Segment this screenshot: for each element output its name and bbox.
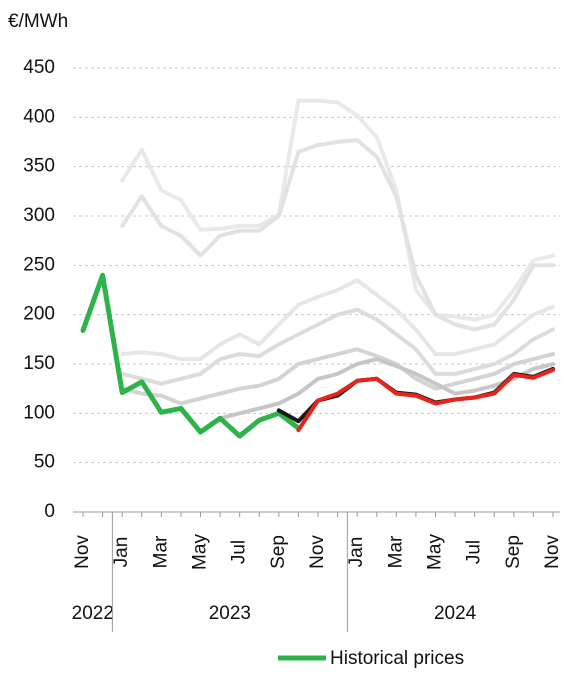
y-tick-label: 100 (23, 402, 55, 423)
x-tick-label: Nov (72, 535, 93, 569)
y-tick-label: 350 (23, 156, 55, 177)
x-group-label: 2023 (209, 603, 251, 624)
x-tick-label: Jan (346, 537, 367, 568)
x-tick-label: May (190, 534, 211, 570)
y-tick-label: 200 (23, 304, 55, 325)
series-line (218, 357, 555, 421)
x-tick-label: May (425, 534, 446, 570)
series-line (120, 347, 555, 406)
x-tick-label: Nov (542, 535, 563, 569)
y-axis-label: €/MWh (8, 11, 68, 32)
x-tick-label: Sep (503, 535, 524, 569)
x-tick-label: Jan (111, 537, 132, 568)
x-group-label: 2022 (72, 603, 114, 624)
legend-label: Historical prices (330, 648, 464, 669)
x-tick-label: Mar (150, 535, 171, 568)
series-line (80, 272, 301, 439)
series-line (120, 98, 555, 322)
series-line (120, 138, 555, 332)
series-line (296, 367, 555, 433)
series-line (120, 307, 555, 386)
series-line (120, 278, 555, 362)
x-group-label: 2024 (434, 603, 477, 624)
y-tick-label: 150 (23, 353, 55, 374)
x-tick-label: Nov (307, 535, 328, 569)
x-tick-label: Jul (229, 540, 250, 564)
x-tick-label: Mar (385, 535, 406, 568)
y-tick-label: 450 (23, 57, 55, 78)
y-tick-label: 300 (23, 205, 55, 226)
x-tick-label: Jul (464, 540, 485, 564)
y-tick-label: 50 (34, 452, 55, 473)
x-tick-label: Sep (268, 535, 289, 569)
y-tick-label: 400 (23, 106, 55, 127)
y-tick-label: 250 (23, 254, 55, 275)
y-tick-label: 0 (44, 501, 55, 522)
